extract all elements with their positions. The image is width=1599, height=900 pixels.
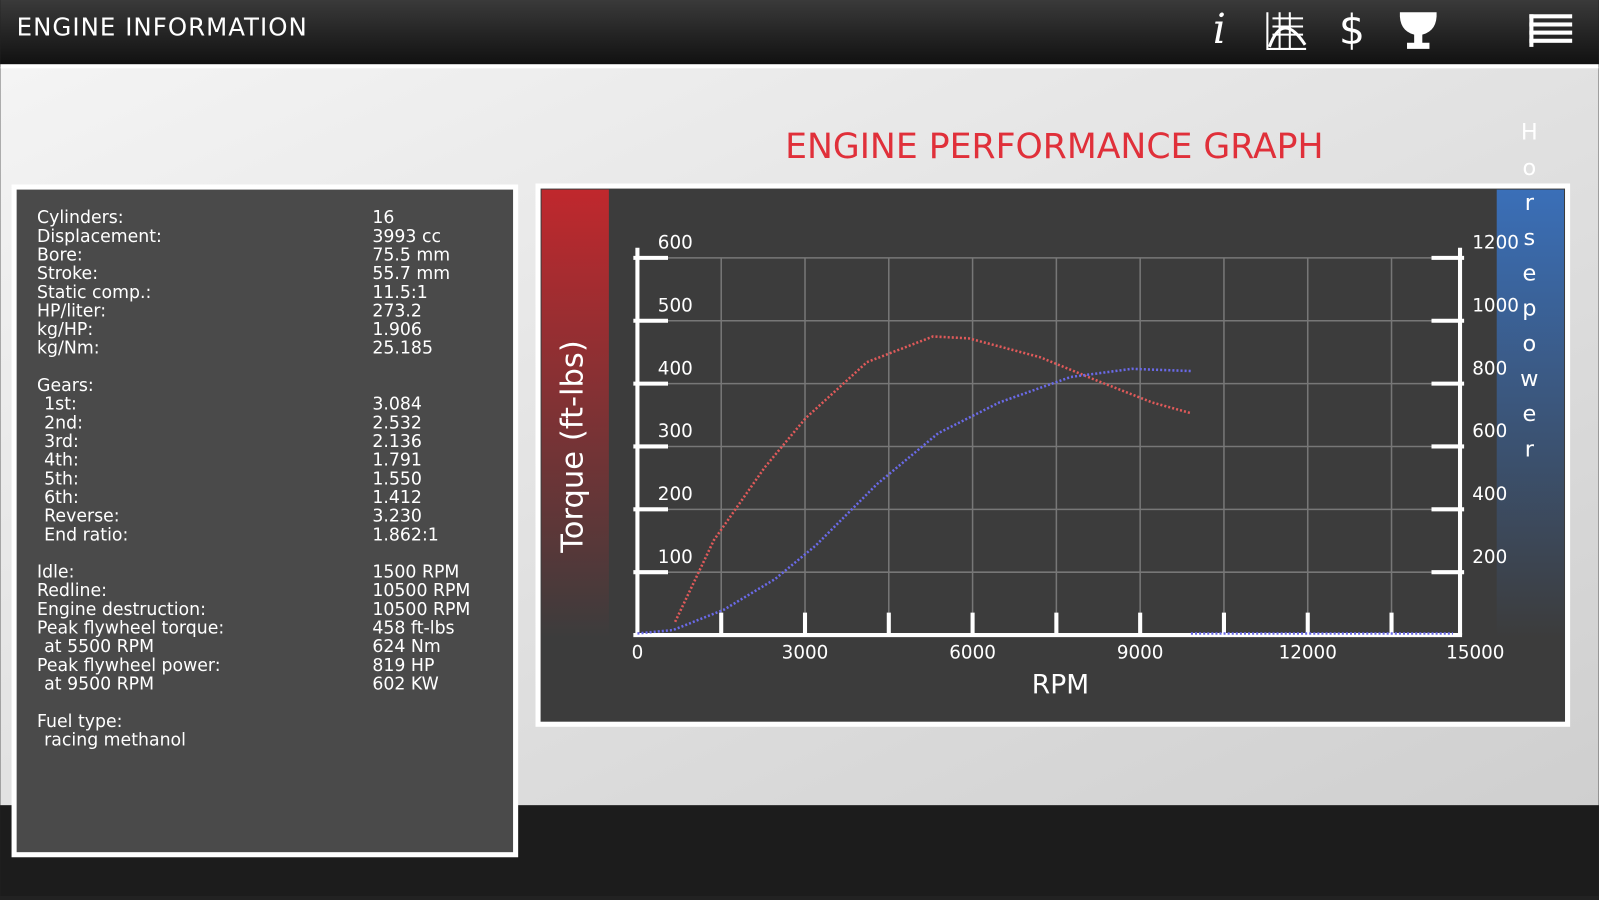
spec-value: 2.136 [372, 432, 422, 452]
spec-label: Engine destruction: [37, 600, 206, 620]
spec-label: HP/liter: [37, 301, 106, 321]
spec-value: 10500 RPM [372, 581, 470, 601]
spec-label: 6th: [44, 488, 79, 508]
spec-value: 1.412 [372, 488, 422, 508]
specs-list: Cylinders: 16 Displacement: 3993 cc Bore: 75.… [37, 208, 470, 750]
chart-panel [540, 188, 1566, 722]
y-tick-label: 200 [658, 484, 693, 505]
trophy-button[interactable] [1399, 12, 1437, 49]
spec-label: Reverse: [44, 507, 119, 527]
spec-value: 11.5:1 [372, 283, 427, 303]
series-line [637, 367, 1191, 635]
spec-label: at 5500 RPM [44, 637, 154, 657]
spec-value: 273.2 [372, 301, 422, 321]
spec-value: 75.5 mm [372, 245, 450, 265]
spec-value: 624 Nm [372, 637, 440, 657]
spec-value: 1.550 [372, 469, 422, 489]
spec-label: End ratio: [44, 525, 128, 545]
spec-label: Cylinders: [37, 208, 124, 228]
spec-value: 25.185 [372, 339, 433, 359]
spec-value: 1.906 [372, 320, 422, 340]
spec-label: Peak flywheel power: [37, 656, 221, 676]
y2-tick-label: 200 [1472, 547, 1507, 568]
spec-label: Stroke: [37, 264, 98, 284]
y-axis-label: Torque (ft-lbs) [556, 340, 591, 554]
spec-label: Peak flywheel torque: [37, 619, 224, 639]
spec-heading: Fuel type: [37, 712, 122, 732]
spec-value: 16 [372, 208, 394, 228]
y-tick-label: 600 [658, 233, 693, 254]
x-tick-label: 12000 [1279, 642, 1337, 663]
x-tick-label: 15000 [1446, 642, 1504, 663]
spec-value: 55.7 mm [372, 264, 450, 284]
spec-heading: Gears: [37, 376, 94, 396]
spec-label: Redline: [37, 581, 107, 601]
spec-value: 1.791 [372, 451, 422, 471]
chart-title: ENGINE PERFORMANCE GRAPH [785, 127, 1324, 167]
y2-tick-label: 400 [1472, 484, 1507, 505]
top-bar [0, 0, 1599, 65]
spec-label: Displacement: [37, 227, 162, 247]
y-tick-label: 100 [658, 547, 693, 568]
spec-label: 3rd: [44, 432, 79, 452]
spec-label: at 9500 RPM [44, 674, 154, 694]
spec-value: 602 KW [372, 674, 438, 694]
x-tick-label: 9000 [1117, 642, 1164, 663]
series-line [673, 335, 1192, 623]
spec-value: 1500 RPM [372, 563, 459, 583]
spec-label: 2nd: [44, 413, 83, 433]
spec-value: 819 HP [372, 656, 434, 676]
spec-label: kg/Nm: [37, 339, 99, 359]
y2-tick-label: 1000 [1472, 295, 1519, 316]
spec-label: 4th: [44, 451, 79, 471]
torque-band [541, 189, 609, 639]
y2-tick-label: 600 [1472, 421, 1507, 442]
specs-panel [16, 189, 514, 853]
top-bar-border [0, 64, 1599, 69]
spec-value: 458 ft-lbs [372, 619, 454, 639]
spec-value: 3993 cc [372, 227, 441, 247]
menu-button[interactable] [1529, 14, 1573, 47]
y-tick-label: 500 [658, 295, 693, 316]
spec-label: Idle: [37, 563, 74, 583]
graph-button[interactable] [1266, 12, 1307, 50]
x-axis-label: RPM [1032, 670, 1089, 701]
spec-label: Static comp.: [37, 283, 151, 303]
y2-tick-label: 800 [1472, 358, 1507, 379]
info-button[interactable]: i [1213, 5, 1226, 53]
spec-value: 1.862:1 [372, 525, 438, 545]
spec-label: Bore: [37, 245, 83, 265]
spec-value: 10500 RPM [372, 600, 470, 620]
spec-value: 3.084 [372, 395, 422, 415]
y2-tick-label: 1200 [1472, 233, 1519, 254]
spec-label: kg/HP: [37, 320, 93, 340]
spec-value: 2.532 [372, 413, 422, 433]
spec-label: 5th: [44, 469, 79, 489]
spec-value: 3.230 [372, 507, 422, 527]
power-band [1496, 189, 1565, 639]
x-tick-label: 3000 [782, 642, 829, 663]
x-tick-label: 0 [632, 642, 644, 663]
y-tick-label: 300 [658, 421, 693, 442]
y2-axis-label: Horsepower [1516, 120, 1542, 472]
page-title: ENGINE INFORMATION [17, 13, 308, 42]
spec-label: 1st: [44, 395, 77, 415]
y-tick-label: 400 [658, 358, 693, 379]
x-tick-label: 6000 [949, 642, 996, 663]
price-button[interactable]: $ [1339, 6, 1365, 54]
spec-value: racing methanol [44, 730, 186, 750]
